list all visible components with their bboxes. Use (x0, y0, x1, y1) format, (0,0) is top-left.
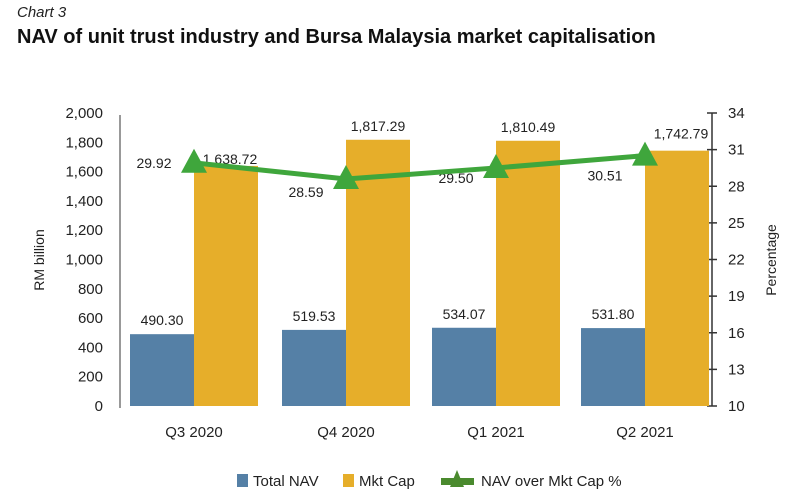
right-tick-label: 34 (728, 105, 745, 122)
left-axis-title: RM billion (31, 229, 47, 290)
right-tick-label: 22 (728, 252, 745, 269)
nav-data-label: 534.07 (443, 306, 486, 322)
mktcap-bar (194, 165, 258, 406)
left-tick-label: 1,400 (65, 193, 103, 210)
right-axis-title: Percentage (763, 224, 779, 296)
nav-bar (432, 327, 496, 406)
mktcap-data-label: 1,817.29 (351, 118, 406, 134)
left-tick-label: 600 (78, 310, 103, 327)
category-label: Q1 2021 (467, 424, 525, 441)
mktcap-bar (645, 150, 709, 406)
category-label: Q4 2020 (317, 424, 375, 441)
right-tick-label: 19 (728, 288, 745, 305)
left-tick-label: 0 (95, 398, 103, 415)
mktcap-bar (346, 139, 410, 406)
right-tick-label: 10 (728, 398, 745, 415)
pct-data-label: 29.92 (136, 155, 171, 171)
category-label: Q2 2021 (616, 424, 674, 441)
mktcap-data-label: 1,810.49 (501, 119, 556, 135)
pct-data-label: 30.51 (587, 168, 622, 184)
nav-data-label: 531.80 (592, 306, 635, 322)
legend-swatch-mktcap (343, 474, 354, 487)
pct-marker (181, 148, 207, 173)
right-tick-label: 31 (728, 142, 745, 159)
legend-swatch-nav (237, 474, 248, 487)
left-tick-label: 800 (78, 281, 103, 298)
nav-data-label: 490.30 (141, 312, 184, 328)
chart-title: NAV of unit trust industry and Bursa Mal… (17, 26, 656, 48)
nav-bar (130, 334, 194, 406)
right-tick-label: 13 (728, 361, 745, 378)
right-tick-label: 25 (728, 215, 745, 232)
legend-label-pct: NAV over Mkt Cap % (481, 473, 622, 490)
left-tick-label: 200 (78, 369, 103, 386)
right-tick-label: 28 (728, 178, 745, 195)
pct-marker (333, 165, 359, 190)
mktcap-data-label: 1,742.79 (654, 126, 709, 142)
left-tick-label: 400 (78, 339, 103, 356)
pct-data-label: 28.59 (288, 184, 323, 200)
pct-marker (632, 141, 658, 166)
legend-label-nav: Total NAV (253, 473, 319, 490)
right-tick-label: 16 (728, 325, 745, 342)
nav-bar (282, 329, 346, 406)
nav-data-label: 519.53 (293, 308, 336, 324)
chart-number: Chart 3 (17, 4, 67, 21)
legend-triangle-icon (450, 470, 464, 487)
left-tick-label: 1,200 (65, 222, 103, 239)
pct-line (193, 153, 646, 182)
category-label: Q3 2020 (165, 424, 223, 441)
legend-label-mktcap: Mkt Cap (359, 473, 415, 490)
left-tick-label: 1,000 (65, 252, 103, 269)
pct-marker (483, 153, 509, 178)
left-tick-label: 2,000 (65, 105, 103, 122)
left-tick-label: 1,600 (65, 164, 103, 181)
mktcap-bar (496, 140, 560, 406)
nav-bar (581, 328, 645, 406)
left-tick-label: 1,800 (65, 134, 103, 151)
